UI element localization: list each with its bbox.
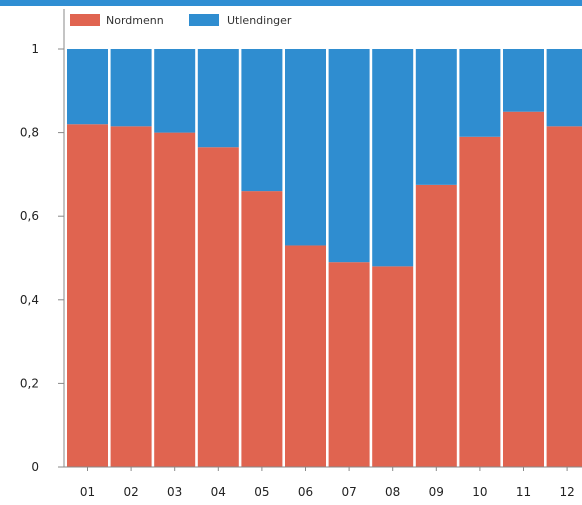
bar-nordmenn-06 xyxy=(285,245,326,467)
x-tick-label-11: 11 xyxy=(516,485,531,499)
x-tick-label-02: 02 xyxy=(123,485,138,499)
bar-nordmenn-05 xyxy=(241,191,283,467)
x-tick-label-05: 05 xyxy=(254,485,269,499)
y-tick-label: 0 xyxy=(31,460,39,474)
bar-nordmenn-01 xyxy=(67,124,108,468)
x-tick-label-01: 01 xyxy=(80,485,95,499)
legend-swatch-nordmenn xyxy=(70,14,100,26)
bar-utlendinger-01 xyxy=(67,49,108,125)
bar-utlendinger-04 xyxy=(197,49,239,148)
x-tick-label-12: 12 xyxy=(559,485,574,499)
legend-label-utlendinger: Utlendinger xyxy=(227,14,292,27)
bars xyxy=(67,49,582,468)
x-tick-label-04: 04 xyxy=(211,485,226,499)
x-tick-label-09: 09 xyxy=(429,485,444,499)
bar-nordmenn-07 xyxy=(328,262,370,467)
bar-utlendinger-05 xyxy=(241,49,283,192)
x-tick-label-07: 07 xyxy=(341,485,356,499)
x-tick-label-03: 03 xyxy=(167,485,182,499)
bar-utlendinger-02 xyxy=(110,49,152,127)
x-tick-label-08: 08 xyxy=(385,485,400,499)
bar-nordmenn-08 xyxy=(372,266,414,467)
y-tick-label: 0,4 xyxy=(20,293,39,307)
bar-nordmenn-03 xyxy=(154,132,196,467)
x-tick-label-10: 10 xyxy=(472,485,487,499)
legend: Nordmenn Utlendinger xyxy=(70,14,292,27)
bar-utlendinger-06 xyxy=(285,49,326,246)
bar-nordmenn-11 xyxy=(503,111,544,467)
y-tick-label: 0,8 xyxy=(20,126,39,140)
top-accent-bar xyxy=(0,0,582,6)
y-tick-label: 1 xyxy=(31,42,39,56)
bar-utlendinger-09 xyxy=(415,49,457,185)
legend-label-nordmenn: Nordmenn xyxy=(106,14,164,27)
axes: 0 0,2 0,4 0,6 0,8 1 01 02 03 04 05 06 07 08 09 10 11 12 xyxy=(20,9,582,499)
y-tick-label: 0,6 xyxy=(20,209,39,223)
bar-nordmenn-04 xyxy=(197,147,239,468)
bar-utlendinger-12 xyxy=(546,49,582,127)
bar-utlendinger-10 xyxy=(459,49,501,137)
bar-nordmenn-02 xyxy=(110,126,152,467)
x-tick-label-06: 06 xyxy=(298,485,313,499)
bar-utlendinger-03 xyxy=(154,49,196,133)
bar-nordmenn-09 xyxy=(415,184,457,467)
y-tick-label: 0,2 xyxy=(20,376,39,390)
bar-utlendinger-07 xyxy=(328,49,370,263)
bar-utlendinger-11 xyxy=(503,49,544,112)
bar-nordmenn-12 xyxy=(546,126,582,467)
legend-swatch-utlendinger xyxy=(189,14,219,26)
bar-utlendinger-08 xyxy=(372,49,414,267)
bar-nordmenn-10 xyxy=(459,136,501,467)
